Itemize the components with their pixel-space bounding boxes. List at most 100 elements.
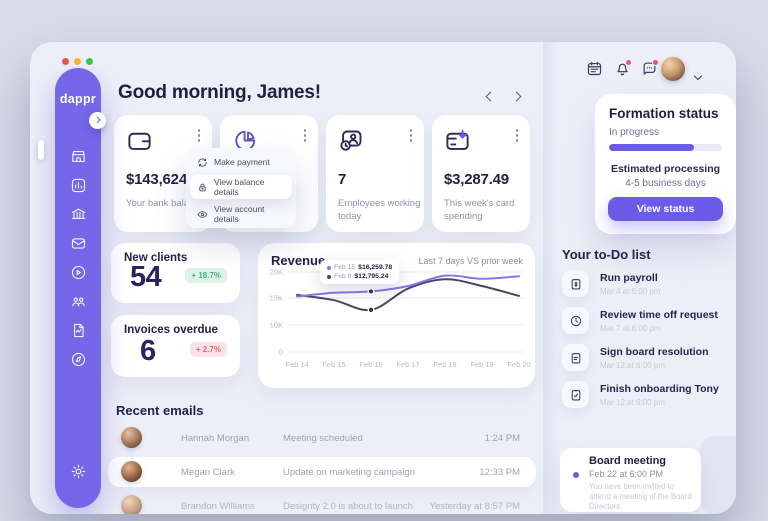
eye-icon: [197, 209, 208, 220]
clipboard-check-icon: [562, 381, 589, 408]
todo-item-run-payroll[interactable]: Run payroll Mar 4 at 6:00 pm: [562, 270, 736, 300]
svg-text:20K: 20K: [270, 268, 283, 277]
settings-gear-icon: [71, 464, 85, 479]
email-sender: Megan Clark: [181, 467, 235, 478]
user-avatar[interactable]: [661, 57, 685, 81]
invoices-overdue-title: Invoices overdue: [124, 324, 218, 336]
invoices-overdue-trend-badge: + 2.7%: [189, 342, 227, 357]
sidebar-item-launch[interactable]: [70, 351, 87, 368]
card-dropdown-menu: Make payment View balance details View a…: [186, 148, 296, 228]
email-row[interactable]: Brandon Williams Designty 2.0 is about t…: [108, 491, 536, 514]
avatar: [121, 427, 142, 448]
view-status-button[interactable]: View status: [608, 197, 723, 221]
window-close-button[interactable]: [62, 58, 69, 65]
team-icon: [71, 297, 85, 307]
sidebar-item-payments[interactable]: [70, 264, 87, 281]
mail-icon: [71, 238, 85, 249]
svg-text:Feb 18: Feb 18: [433, 360, 456, 369]
sidebar-item-storefront[interactable]: [70, 148, 87, 165]
sidebar-item-bank[interactable]: [70, 206, 87, 223]
sidebar-item-analytics[interactable]: [70, 177, 87, 194]
board-meeting-title: Board meeting: [589, 455, 667, 467]
card-menu-button[interactable]: [196, 127, 203, 144]
card-menu-button[interactable]: [408, 127, 415, 144]
email-sender: Hannah Morgan: [181, 433, 250, 444]
menu-item-view-balance-details[interactable]: View balance details: [190, 175, 292, 199]
lock-icon: [197, 182, 208, 193]
launch-icon: [71, 352, 85, 367]
formation-status-card: Formation status In progress Estimated p…: [595, 94, 736, 234]
todo-title: Your to-Do list: [562, 247, 651, 262]
page-title: Good morning, James!: [118, 81, 321, 103]
card-menu-button[interactable]: [302, 127, 309, 144]
todo-date: Mar 4 at 6:00 pm: [600, 287, 661, 296]
svg-text:Feb 15: Feb 15: [322, 360, 345, 369]
app-logo: dappr: [59, 92, 97, 106]
messages-icon[interactable]: [641, 59, 659, 77]
todo-item-review-time-off[interactable]: Review time off request Mar 7 at 6:00 pm: [562, 307, 736, 337]
clock-icon: [562, 307, 589, 334]
storefront-icon: [71, 150, 85, 163]
scroll-handle[interactable]: [38, 140, 44, 160]
recent-emails-title: Recent emails: [116, 403, 204, 418]
revenue-chart-card: Revenue Last 7 days VS prior week 20K 15K…: [258, 243, 535, 388]
svg-text:Feb 17: Feb 17: [396, 360, 419, 369]
revenue-title: Revenue: [271, 253, 326, 268]
sidebar-item-settings[interactable]: [70, 463, 87, 480]
todo-date: Mar 7 at 6:00 pm: [600, 324, 661, 333]
email-row[interactable]: Hannah Morgan Meeting scheduled 1:24 PM: [108, 423, 536, 453]
new-clients-trend-badge: + 18.7%: [185, 268, 227, 283]
todo-date: Mar 12 at 6:00 pm: [600, 361, 665, 370]
svg-text:15K: 15K: [270, 294, 283, 303]
email-time: 1:24 PM: [484, 433, 520, 444]
bank-balance-label: Your bank balance: [126, 198, 205, 209]
sidebar-item-mail[interactable]: [70, 235, 87, 252]
stacked-panel-decoration: [700, 436, 736, 514]
svg-text:Feb 20: Feb 20: [507, 360, 530, 369]
todo-label: Review time off request: [600, 309, 718, 321]
sidebar-expand-button[interactable]: [89, 112, 106, 129]
email-subject: Update on marketing campaign: [283, 467, 416, 478]
email-time: 12:33 PM: [479, 467, 520, 478]
event-dot: [573, 472, 579, 478]
notification-badge-dot: [625, 59, 632, 66]
new-clients-title: New clients: [124, 252, 188, 264]
refresh-dollar-icon: [197, 157, 208, 168]
pagination-arrows: [484, 84, 523, 108]
menu-item-make-payment[interactable]: Make payment: [190, 151, 292, 173]
chart-tooltip: Feb 15 $16,259.78 Feb 8 $12,795.24: [320, 260, 400, 284]
todo-item-sign-board-resolution[interactable]: Sign board resolution Mar 12 at 6:00 pm: [562, 344, 736, 374]
todo-item-finish-onboarding[interactable]: Finish onboarding Tony Mar 12 at 6:00 pm: [562, 381, 736, 411]
new-clients-card: New clients 54 + 18.7%: [111, 243, 240, 303]
window-minimize-button[interactable]: [74, 58, 81, 65]
menu-item-label: View account details: [214, 204, 265, 224]
formation-progress-bar: [609, 144, 722, 151]
notification-badge-dot: [652, 59, 659, 66]
email-subject: Meeting scheduled: [283, 433, 363, 444]
todo-label: Sign board resolution: [600, 346, 709, 358]
menu-item-view-account-details[interactable]: View account details: [190, 203, 292, 225]
notifications-bell-icon[interactable]: [614, 59, 632, 77]
email-row[interactable]: Megan Clark Update on marketing campaign…: [108, 457, 536, 487]
chevron-left-icon[interactable]: [484, 84, 497, 108]
window-maximize-button[interactable]: [86, 58, 93, 65]
clipboard-lines-icon: [562, 344, 589, 371]
svg-text:10K: 10K: [270, 321, 283, 330]
processing-label: Estimated processing: [610, 163, 721, 175]
invoices-overdue-value: 6: [140, 335, 156, 367]
sidebar-item-team[interactable]: [70, 293, 87, 310]
employees-icon: [338, 127, 365, 154]
board-meeting-date: Feb 22 at 6:00 PM: [589, 469, 664, 479]
profile-menu-chevron[interactable]: [692, 63, 704, 87]
panel-divider: [543, 42, 561, 514]
chevron-right-icon: [94, 117, 101, 124]
card-menu-button[interactable]: [514, 127, 521, 144]
formation-progress-fill: [609, 144, 694, 151]
payments-icon: [71, 265, 85, 280]
calendar-icon[interactable]: [586, 60, 603, 77]
sidebar-item-documents[interactable]: [70, 322, 87, 339]
chevron-right-icon[interactable]: [510, 84, 523, 108]
new-clients-value: 54: [130, 261, 162, 293]
card-spending-value: $3,287.49: [444, 171, 509, 188]
